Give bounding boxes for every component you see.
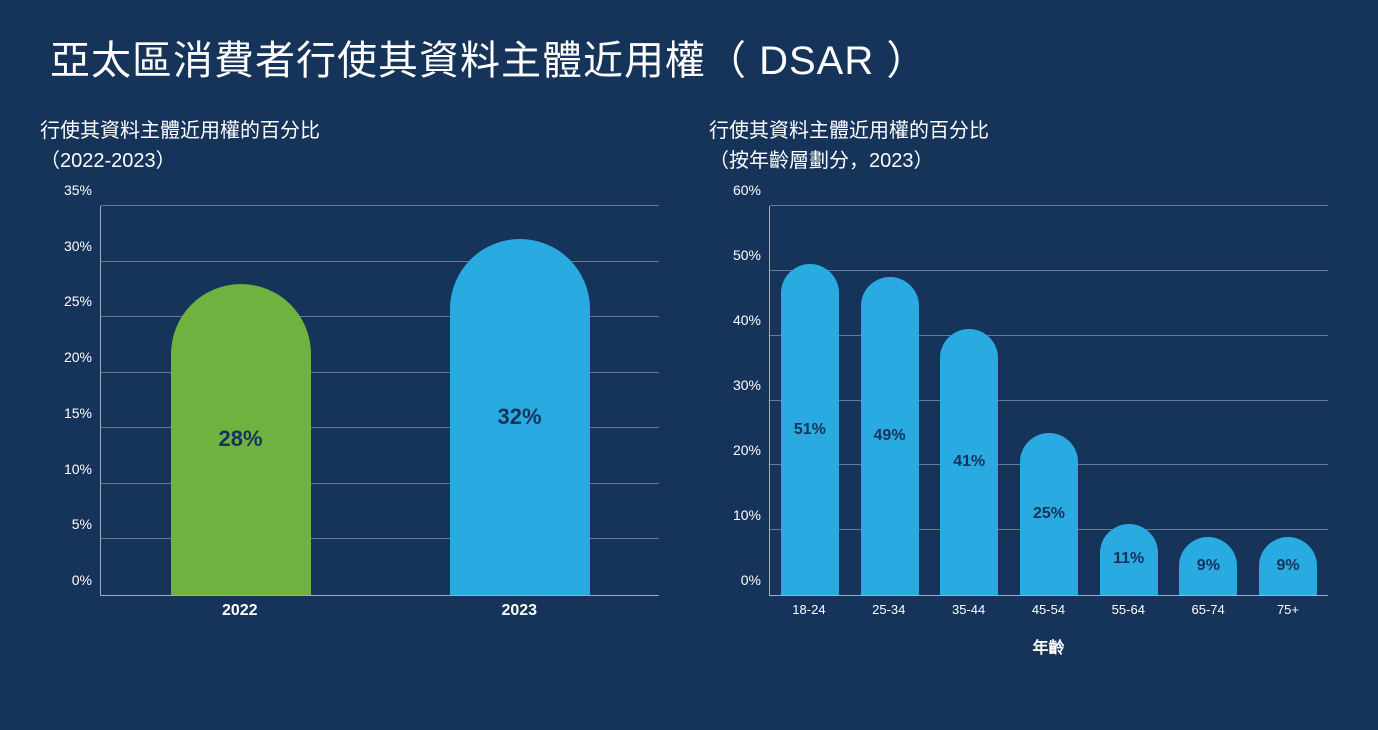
right-bar-value-label: 9%: [1179, 557, 1237, 575]
right-y-tick: 30%: [733, 377, 761, 393]
left-plot: 28% 32%: [100, 206, 659, 596]
page-title: 亞太區消費者行使其資料主體近用權（ DSAR ）: [0, 0, 1378, 96]
right-bar-col: 11%: [1100, 206, 1158, 595]
left-subtitle-line1: 行使其資料主體近用權的百分比: [40, 120, 320, 142]
left-bar-col: 28%: [171, 206, 311, 595]
right-y-axis: 0%10%20%30%40%50%60%: [709, 206, 769, 596]
right-bar-value-label: 9%: [1259, 557, 1317, 575]
right-subtitle-line1: 行使其資料主體近用權的百分比: [709, 120, 989, 142]
right-chart-panel: 行使其資料主體近用權的百分比 （按年齡層劃分，2023） 0% 10% 20% 30%…: [709, 116, 1338, 636]
right-x-label: 25-34: [860, 596, 918, 636]
left-y-tick: 25%: [64, 293, 92, 309]
left-y-tick: 30%: [64, 238, 92, 254]
right-bar-col: 51%: [781, 206, 839, 595]
left-y-axis: 0%5%10%15%20%25%30%35%: [40, 206, 100, 596]
right-x-labels: 18-24 25-34 35-44 45-54 55-64 65-74 75+: [769, 596, 1328, 636]
right-bar: 25%: [1020, 433, 1078, 595]
right-plot: 51% 49% 41% 25% 11% 9% 9%: [769, 206, 1328, 596]
right-bar-col: 25%: [1020, 206, 1078, 595]
left-chart-area: 0%5%10%15%20%25%30%35%28%32%20222023: [40, 206, 669, 636]
right-bar: 9%: [1259, 537, 1317, 595]
right-bar-col: 9%: [1179, 206, 1237, 595]
left-x-label: 2023: [449, 596, 589, 636]
right-bar: 11%: [1100, 524, 1158, 595]
right-bar: 49%: [861, 277, 919, 595]
left-y-tick: 0%: [72, 572, 92, 588]
left-y-tick: 20%: [64, 349, 92, 365]
right-y-tick: 50%: [733, 247, 761, 263]
right-bar: 9%: [1179, 537, 1237, 595]
right-bars: 51% 49% 41% 25% 11% 9% 9%: [770, 206, 1328, 595]
left-chart-subtitle: 行使其資料主體近用權的百分比 （2022-2023）: [40, 116, 669, 176]
right-y-tick: 0%: [741, 572, 761, 588]
left-x-label: 2022: [170, 596, 310, 636]
left-bar: 28%: [171, 284, 311, 595]
left-bars: 28% 32%: [101, 206, 659, 595]
right-bar-value-label: 11%: [1100, 550, 1158, 568]
right-x-label: 45-54: [1019, 596, 1077, 636]
right-bar-value-label: 25%: [1020, 505, 1078, 523]
left-chart-panel: 行使其資料主體近用權的百分比 （2022-2023） 0% 5% 10% 15% 20%…: [40, 116, 669, 636]
right-y-tick: 40%: [733, 312, 761, 328]
right-x-label: 75+: [1259, 596, 1317, 636]
right-y-tick: 20%: [733, 442, 761, 458]
left-bar: 32%: [450, 239, 590, 595]
left-y-tick: 35%: [64, 182, 92, 198]
left-bar-value-label: 28%: [171, 426, 311, 452]
left-x-labels: 2022 2023: [100, 596, 659, 636]
right-y-tick: 10%: [733, 507, 761, 523]
right-bar-value-label: 49%: [861, 427, 919, 445]
charts-row: 行使其資料主體近用權的百分比 （2022-2023） 0% 5% 10% 15% 20%…: [0, 96, 1378, 636]
right-subtitle-line2: （按年齡層劃分，2023）: [709, 150, 934, 172]
left-subtitle-line2: （2022-2023）: [40, 150, 176, 172]
left-y-tick: 10%: [64, 461, 92, 477]
right-x-label: 18-24: [780, 596, 838, 636]
right-bar-col: 9%: [1259, 206, 1317, 595]
right-chart-area: 0%10%20%30%40%50%60%51%49%41%25%11%9%9%1…: [709, 206, 1338, 636]
right-chart-subtitle: 行使其資料主體近用權的百分比 （按年齡層劃分，2023）: [709, 116, 1338, 176]
right-bar-value-label: 51%: [781, 421, 839, 439]
left-bar-value-label: 32%: [450, 404, 590, 430]
left-y-tick: 15%: [64, 405, 92, 421]
right-bar: 51%: [781, 264, 839, 595]
right-bar-col: 49%: [861, 206, 919, 595]
right-bar-value-label: 41%: [940, 453, 998, 471]
right-x-label: 55-64: [1099, 596, 1157, 636]
right-bar: 41%: [940, 329, 998, 595]
right-x-axis-title: 年齡: [769, 634, 1328, 658]
right-bar-col: 41%: [940, 206, 998, 595]
left-y-tick: 5%: [72, 516, 92, 532]
right-x-label: 35-44: [940, 596, 998, 636]
right-x-label: 65-74: [1179, 596, 1237, 636]
left-bar-col: 32%: [450, 206, 590, 595]
right-y-tick: 60%: [733, 182, 761, 198]
